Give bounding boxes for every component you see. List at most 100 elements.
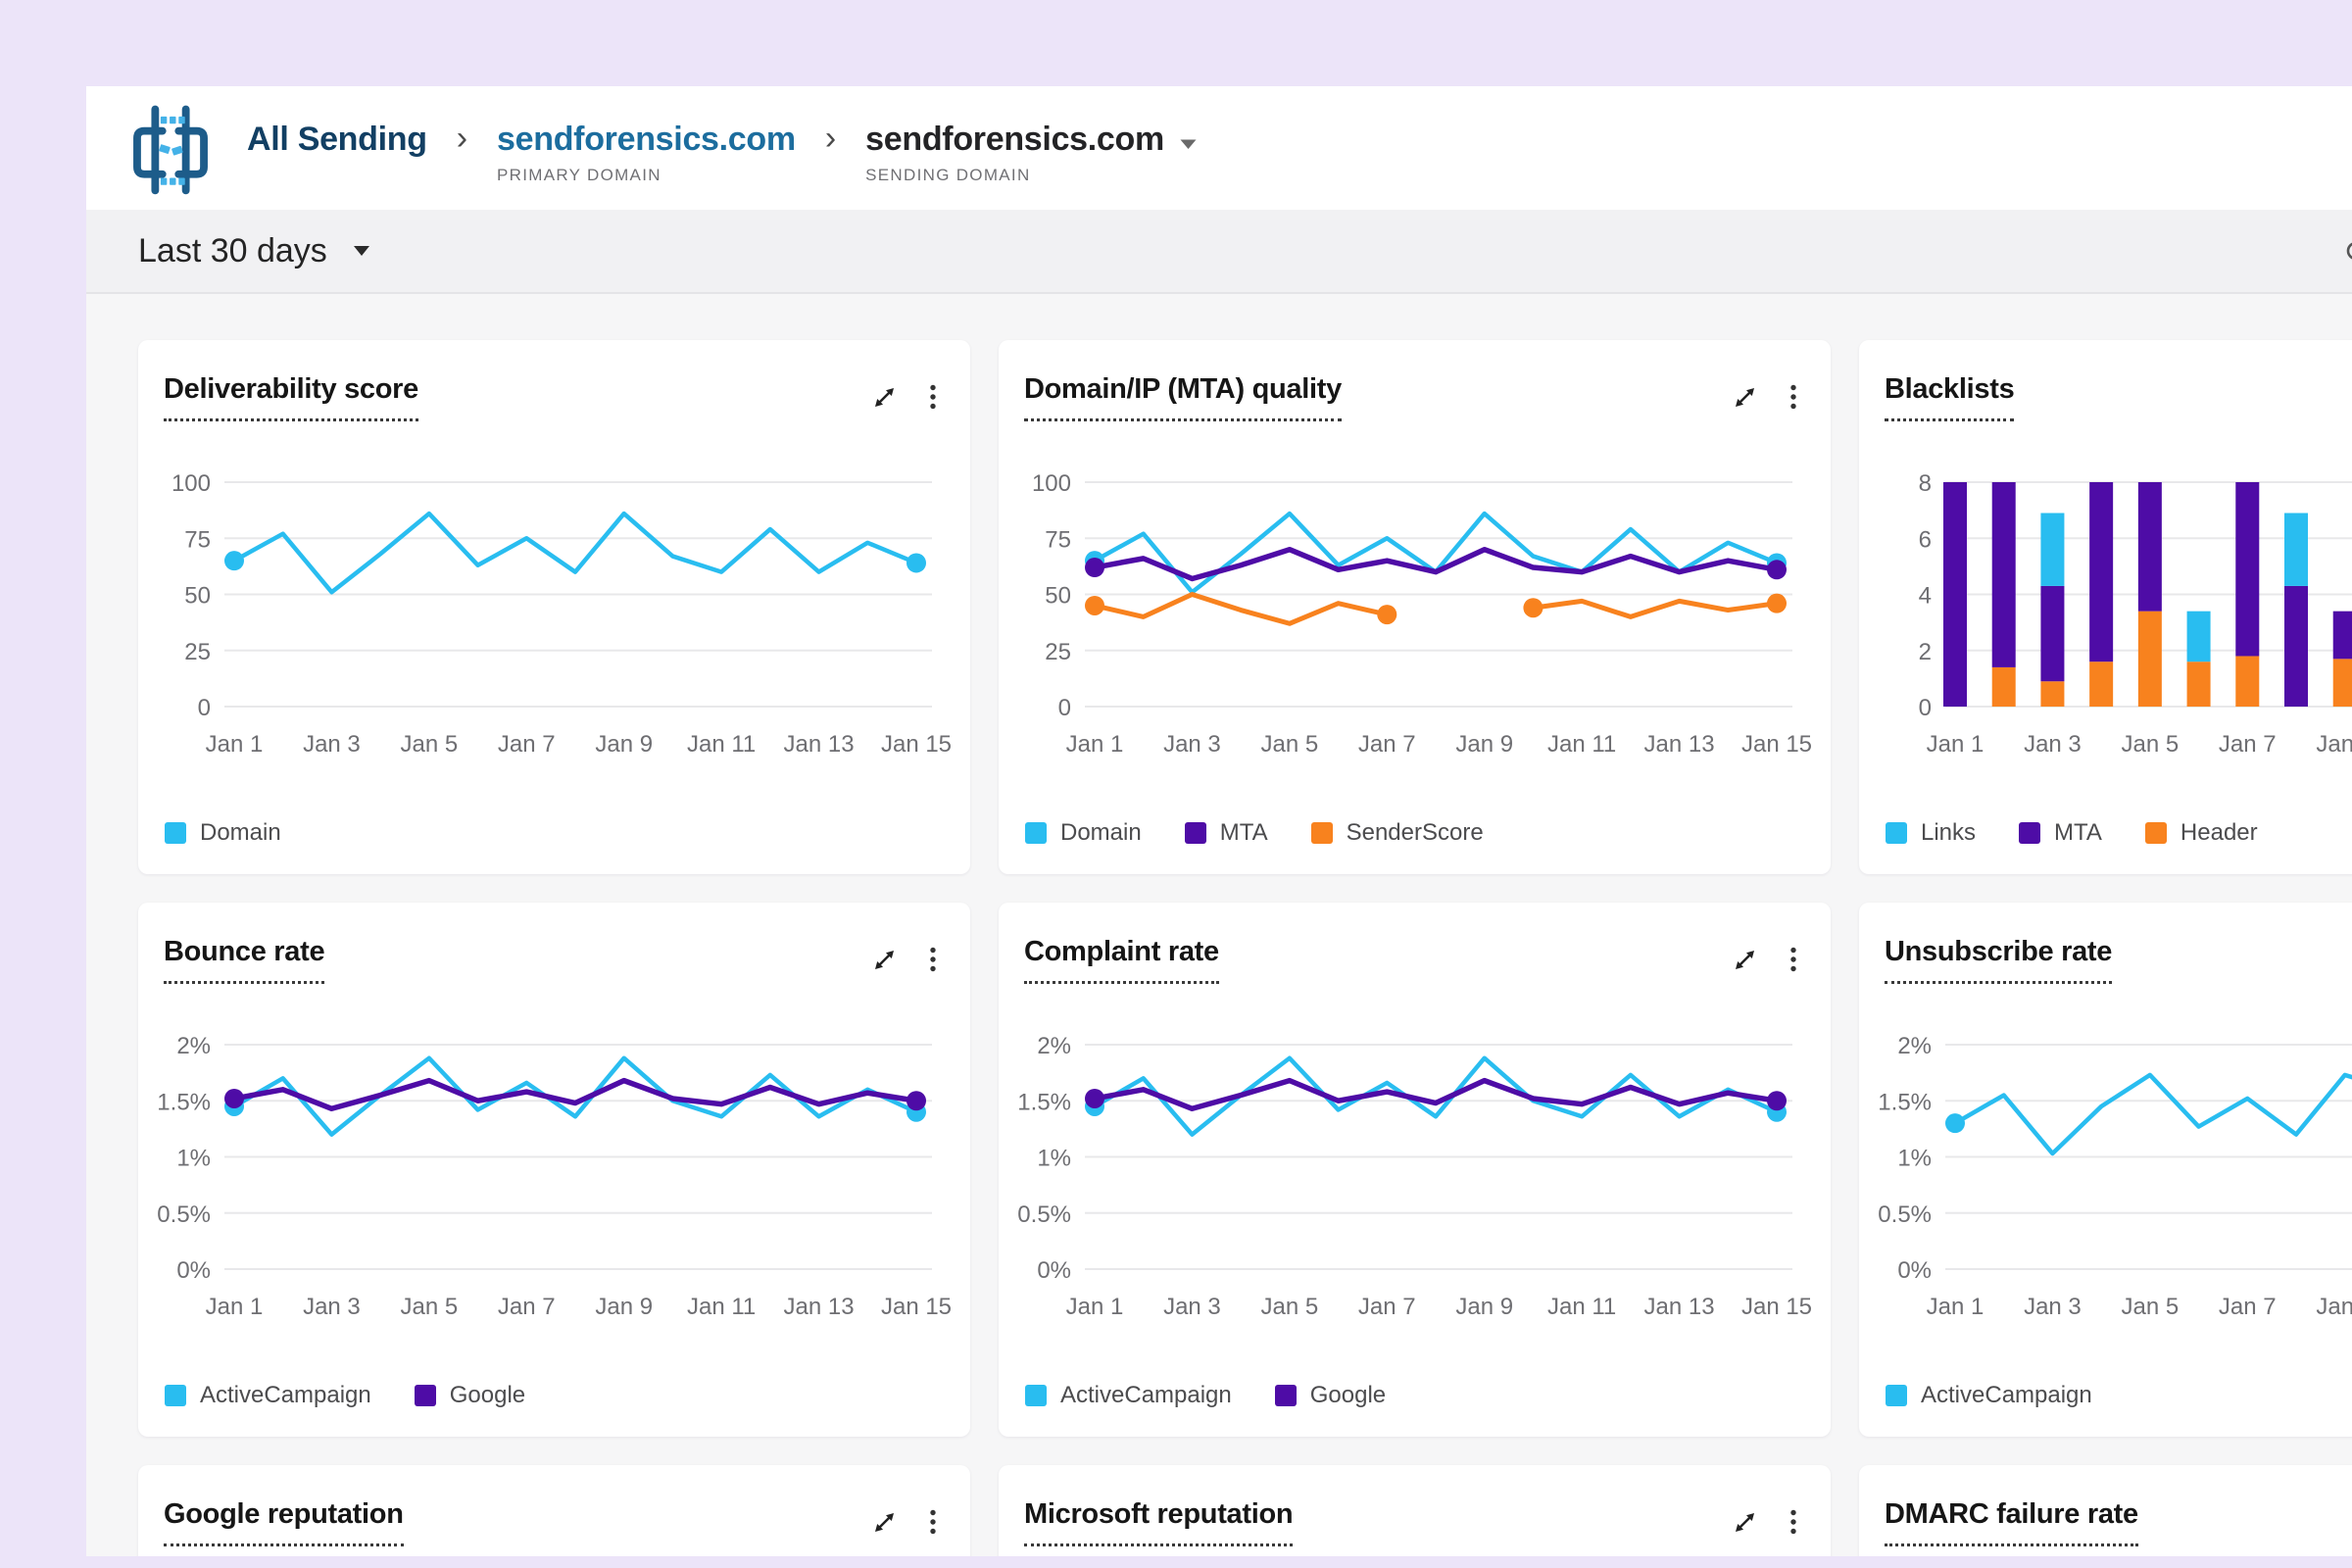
chart-card-google-reputation: Google reputation [138, 1465, 970, 1556]
expand-diagonal-arrows-icon [1732, 947, 1758, 973]
kebab-menu-button[interactable] [1789, 383, 1797, 411]
svg-text:0: 0 [1058, 695, 1071, 721]
card-actions [1732, 946, 1797, 973]
svg-text:Jan 9: Jan 9 [2316, 1294, 2352, 1320]
breadcrumb-sending-domain-label[interactable]: sendforensics.com [865, 118, 1164, 161]
svg-text:1%: 1% [1037, 1146, 1071, 1172]
date-range-selector[interactable]: Last 30 days [138, 232, 327, 270]
sendforensics-logo-icon [125, 101, 216, 197]
legend-item-mta[interactable]: MTA [1185, 819, 1268, 847]
legend-label: ActiveCampaign [200, 1382, 371, 1409]
svg-text:1.5%: 1.5% [1017, 1089, 1071, 1115]
svg-text:Jan 9: Jan 9 [595, 1294, 653, 1320]
kebab-menu-button[interactable] [929, 946, 937, 973]
svg-text:6: 6 [1919, 526, 1932, 553]
chart-plot: 2%1.5%1%0.5%0%Jan 1Jan 3Jan 5Jan 7Jan 9J… [1022, 1023, 1796, 1327]
svg-text:75: 75 [184, 526, 211, 553]
deliverability-dashboard: { "colors": { "cyan": "#29bdf0", "purple… [0, 0, 2352, 1568]
svg-text:Jan 5: Jan 5 [400, 1294, 458, 1320]
breadcrumb-all-sending[interactable]: All Sending [247, 118, 427, 161]
card-title: DMARC failure rate [1885, 1498, 2138, 1546]
legend-item-links[interactable]: Links [1886, 819, 1976, 847]
legend-item-senderscore[interactable]: SenderScore [1311, 819, 1484, 847]
svg-text:50: 50 [1045, 583, 1071, 610]
legend-swatch [1886, 1385, 1907, 1406]
kebab-menu-button[interactable] [929, 1508, 937, 1536]
svg-text:1%: 1% [176, 1146, 211, 1172]
svg-text:0: 0 [198, 695, 211, 721]
legend-label: ActiveCampaign [1921, 1382, 2092, 1409]
legend-label: Links [1921, 819, 1976, 847]
expand-button[interactable] [871, 947, 898, 973]
svg-text:Jan 1: Jan 1 [1927, 731, 1984, 758]
kebab-menu-button[interactable] [1789, 1508, 1797, 1536]
caret-down-icon[interactable] [353, 245, 370, 257]
card-actions [1732, 383, 1797, 411]
app-header: All Sending › sendforensics.com PRIMARY … [86, 86, 2352, 210]
svg-text:Jan 1: Jan 1 [1066, 731, 1124, 758]
svg-text:100: 100 [1032, 470, 1071, 497]
svg-text:Jan 1: Jan 1 [206, 731, 264, 758]
kebab-menu-button[interactable] [1789, 946, 1797, 973]
legend-swatch [1886, 822, 1907, 844]
legend-item-google[interactable]: Google [415, 1382, 525, 1409]
chart-plot: 1007550250Jan 1Jan 3Jan 5Jan 7Jan 9Jan 1… [1022, 461, 1796, 764]
svg-text:Jan 13: Jan 13 [1644, 731, 1715, 758]
dashboard-grid: Deliverability score 1007550250Jan 1Jan … [86, 294, 2352, 1556]
sendforensics-logo[interactable] [125, 101, 216, 202]
chart-legend: Links MTA Header [1886, 819, 2258, 847]
svg-text:Jan 13: Jan 13 [1644, 1294, 1715, 1320]
svg-text:Jan 5: Jan 5 [2121, 731, 2179, 758]
legend-swatch [2145, 822, 2167, 844]
card-title: Bounce rate [164, 936, 324, 984]
chart-legend: Domain MTA SenderScore [1025, 819, 1484, 847]
expand-button[interactable] [1732, 1509, 1758, 1536]
kebab-vertical-dots-icon [1789, 383, 1797, 411]
svg-text:0%: 0% [176, 1257, 211, 1284]
breadcrumb-primary-domain-label[interactable]: sendforensics.com [497, 118, 796, 161]
legend-item-domain[interactable]: Domain [1025, 819, 1142, 847]
svg-text:1.5%: 1.5% [1878, 1089, 1932, 1115]
breadcrumb-all-sending-label[interactable]: All Sending [247, 118, 427, 161]
svg-text:Jan 1: Jan 1 [206, 1294, 264, 1320]
legend-item-google[interactable]: Google [1275, 1382, 1386, 1409]
clipped-toolbar-icon[interactable] [2344, 239, 2352, 268]
kebab-menu-button[interactable] [929, 383, 937, 411]
svg-text:Jan 7: Jan 7 [498, 1294, 556, 1320]
svg-text:Jan 15: Jan 15 [1741, 1294, 1812, 1320]
legend-label: ActiveCampaign [1060, 1382, 1232, 1409]
expand-diagonal-arrows-icon [871, 947, 898, 973]
expand-diagonal-arrows-icon [871, 1509, 898, 1536]
legend-label: Google [450, 1382, 525, 1409]
svg-text:Jan 9: Jan 9 [1455, 1294, 1513, 1320]
legend-item-mta[interactable]: MTA [2019, 819, 2102, 847]
expand-button[interactable] [871, 384, 898, 411]
legend-item-activecampaign[interactable]: ActiveCampaign [165, 1382, 371, 1409]
legend-swatch [415, 1385, 436, 1406]
expand-button[interactable] [871, 1509, 898, 1536]
card-title: Domain/IP (MTA) quality [1024, 373, 1342, 421]
expand-button[interactable] [1732, 384, 1758, 411]
svg-text:Jan 9: Jan 9 [595, 731, 653, 758]
svg-text:1.5%: 1.5% [157, 1089, 211, 1115]
svg-text:Jan 13: Jan 13 [784, 1294, 855, 1320]
legend-item-header[interactable]: Header [2145, 819, 2258, 847]
expand-button[interactable] [1732, 947, 1758, 973]
legend-label: SenderScore [1347, 819, 1484, 847]
svg-text:Jan 11: Jan 11 [687, 1294, 756, 1320]
svg-text:Jan 5: Jan 5 [400, 731, 458, 758]
legend-swatch [1025, 1385, 1047, 1406]
legend-item-domain[interactable]: Domain [165, 819, 281, 847]
svg-text:0: 0 [1919, 695, 1932, 721]
chart-card-bounce-rate: Bounce rate 2%1.5%1%0.5%0%Jan 1Jan 3Jan … [138, 903, 970, 1437]
legend-item-activecampaign[interactable]: ActiveCampaign [1886, 1382, 2092, 1409]
legend-swatch [165, 822, 186, 844]
svg-text:0%: 0% [1037, 1257, 1071, 1284]
breadcrumb-primary-domain[interactable]: sendforensics.com PRIMARY DOMAIN [497, 118, 796, 185]
caret-down-icon[interactable] [1180, 118, 1197, 161]
breadcrumb-sending-domain[interactable]: sendforensics.com SENDING DOMAIN [865, 118, 1197, 185]
legend-item-activecampaign[interactable]: ActiveCampaign [1025, 1382, 1232, 1409]
chart-legend: ActiveCampaign Google [1025, 1382, 1386, 1409]
legend-label: Domain [1060, 819, 1142, 847]
svg-text:50: 50 [184, 583, 211, 610]
